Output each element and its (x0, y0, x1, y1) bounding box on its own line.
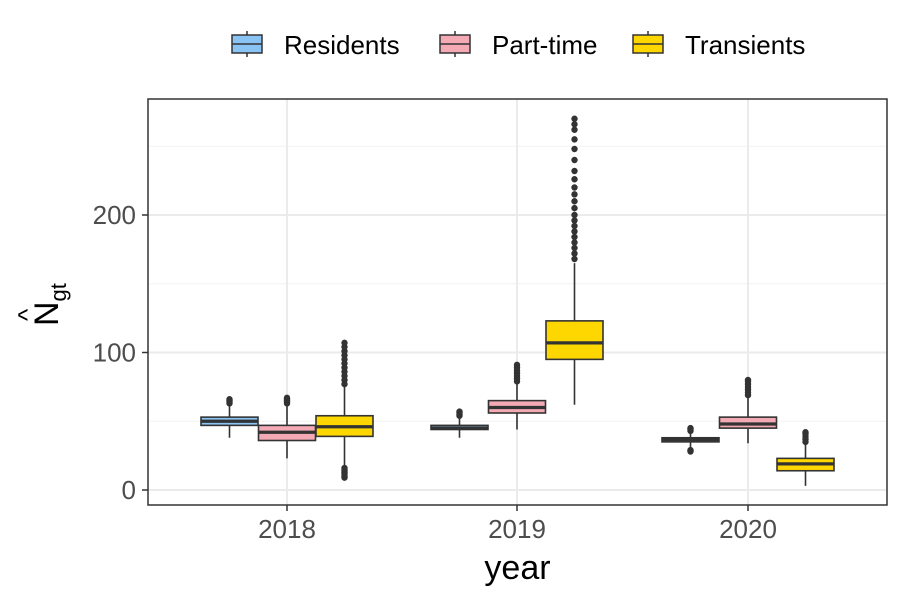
legend-label: Part-time (492, 30, 597, 60)
x-axis-title: year (484, 549, 550, 587)
legend-item-residents: Residents (231, 30, 400, 60)
box-part-time-2020 (718, 376, 778, 444)
outlier-point (744, 376, 752, 384)
outlier-point (571, 233, 578, 241)
y-tick-label: 0 (122, 475, 136, 505)
legend-item-transients: Transients (632, 30, 805, 60)
outlier-point (456, 408, 463, 415)
x-tick-label: 2018 (258, 514, 316, 544)
outlier-point (571, 255, 578, 263)
outlier-point (571, 191, 578, 198)
outlier-point (571, 250, 578, 257)
outlier-point (571, 156, 578, 164)
outlier-point (513, 361, 521, 369)
box-residents-2019 (430, 408, 489, 438)
y-tick-label: 100 (93, 338, 136, 368)
y-axis-title-main: Ngt (28, 283, 71, 326)
box-series (200, 115, 835, 486)
y-axis-title-letter: N (28, 301, 66, 326)
outlier-point (571, 239, 578, 246)
outlier-point (571, 204, 578, 212)
box-transients-2020 (776, 429, 835, 486)
box-transients-2019 (545, 115, 604, 405)
outlier-point (341, 464, 348, 472)
grid-lines (148, 99, 887, 505)
y-axis-title-subscript: gt (46, 283, 71, 301)
outlier-point (571, 184, 578, 191)
outlier-point (571, 136, 578, 143)
box-residents-2020 (661, 424, 720, 455)
y-axis-title-hat: ^ (12, 308, 42, 321)
y-tick-label: 200 (93, 200, 136, 230)
outlier-point (571, 217, 578, 224)
outlier-point (571, 228, 578, 235)
outlier-point (571, 176, 578, 183)
box-part-time-2019 (487, 361, 547, 430)
outlier-point (226, 396, 233, 403)
outlier-point (283, 394, 291, 402)
plot-panel (147, 98, 888, 506)
outlier-point (571, 244, 578, 252)
box-part-time-2018 (257, 394, 317, 459)
outlier-point (687, 446, 694, 454)
outlier-point (802, 429, 809, 436)
legend: Residents Part-time Transients (231, 30, 805, 60)
outlier-point (571, 211, 578, 219)
outlier-point (687, 424, 694, 432)
y-axis-title: Ngt ^ (12, 283, 71, 326)
y-axis: 0 100 200 (93, 200, 148, 505)
outlier-point (571, 222, 578, 230)
outlier-point (571, 126, 578, 133)
legend-item-part-time: Part-time (439, 30, 597, 60)
outlier-point (571, 198, 578, 205)
legend-label: Transients (685, 30, 805, 60)
box-transients-2018 (315, 339, 374, 481)
outlier-point (571, 167, 578, 175)
outlier-point (341, 339, 348, 347)
box-residents-2018 (200, 396, 259, 438)
outlier-point (571, 115, 578, 122)
legend-label: Residents (284, 30, 400, 60)
x-tick-label: 2020 (719, 514, 777, 544)
x-tick-label: 2019 (488, 514, 546, 544)
box-iqr (545, 320, 604, 361)
outlier-point (571, 145, 578, 153)
x-axis: 2018 2019 2020 (258, 505, 777, 544)
outlier-point (571, 121, 578, 128)
